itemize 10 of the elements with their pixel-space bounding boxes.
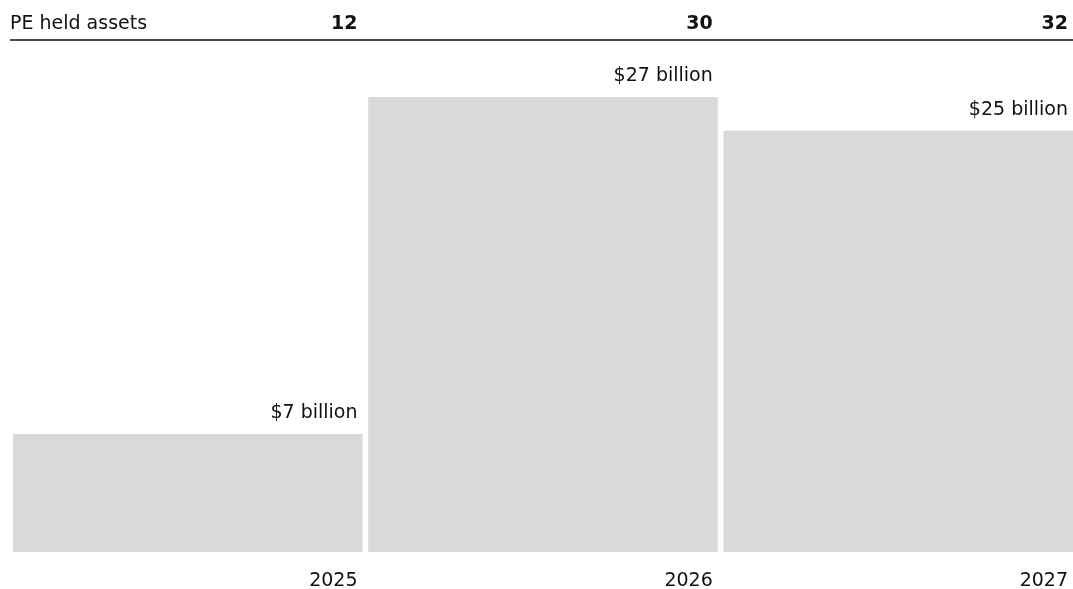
x-tick-label: 2026: [664, 568, 713, 589]
text: PE held assets: [10, 11, 148, 33]
data-label: $7 billion: [270, 400, 358, 423]
text: 30: [686, 11, 713, 33]
x-tick-label: 2027: [1019, 568, 1068, 589]
data-label: $25 billion: [968, 96, 1068, 119]
text: 32: [1041, 11, 1068, 33]
data-label: $27 billion: [613, 63, 713, 85]
text: 12: [331, 11, 358, 33]
x-tick-label: 2025: [309, 568, 358, 589]
